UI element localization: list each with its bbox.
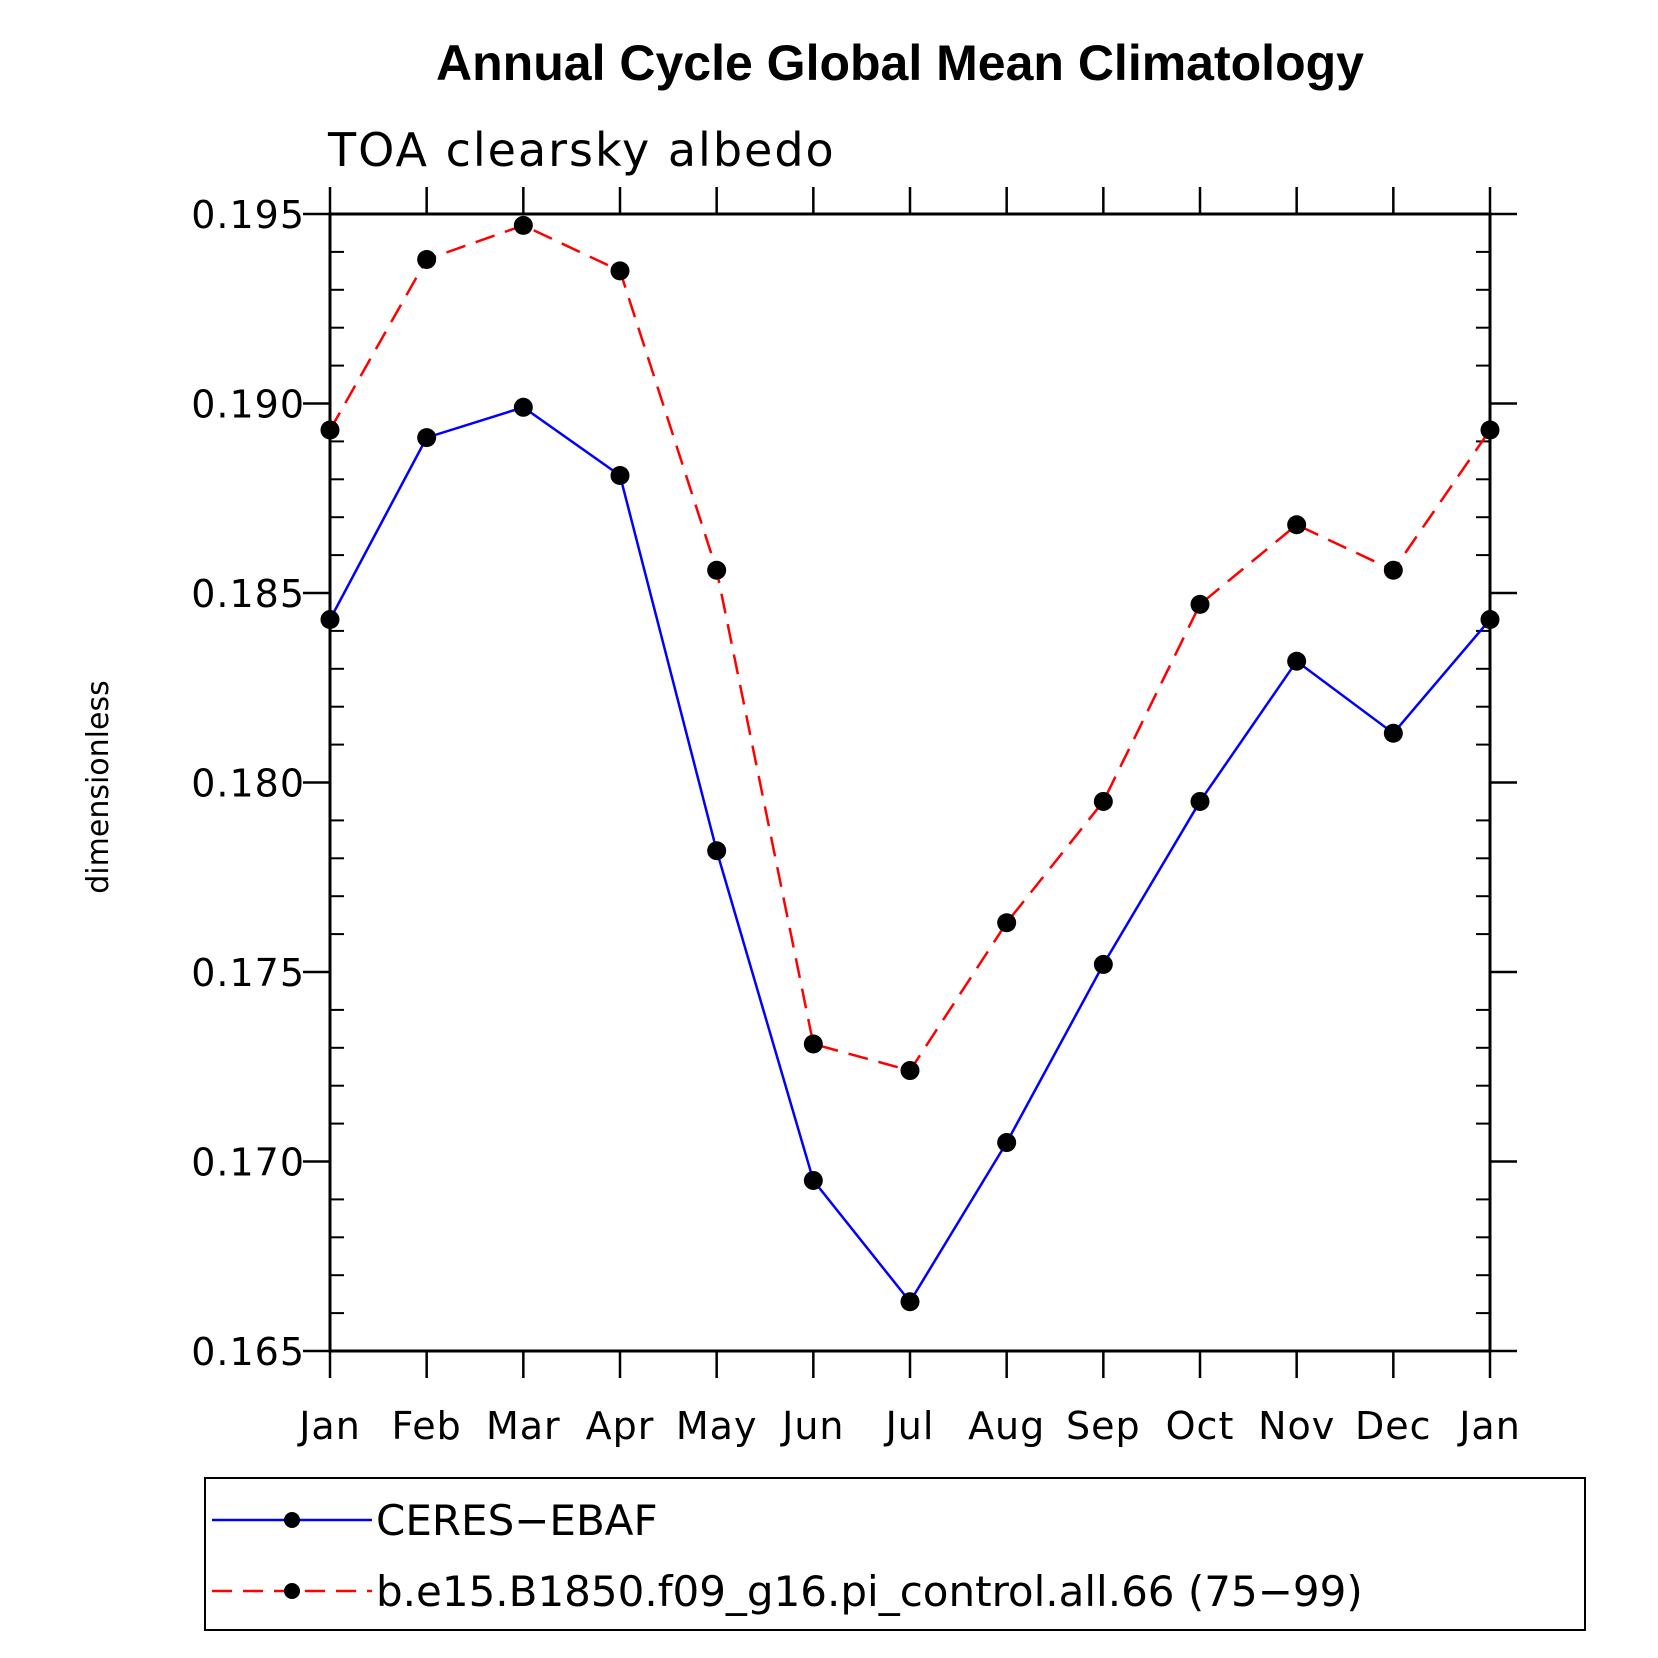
legend-box [204,1477,1586,1631]
series-1-point [707,560,727,580]
legend-label-0: CERES−EBAF [376,1496,658,1545]
x-tick-label: Jan [297,1404,361,1448]
y-tick-label: 0.185 [191,572,305,616]
series-1-point [1480,420,1500,440]
plot-frame [328,212,1492,1353]
y-tick-label: 0.195 [191,193,305,237]
series-1-point [513,215,533,235]
series-1-point [997,913,1017,933]
series-0-point [900,1292,920,1312]
y-tick-label: 0.170 [191,1141,305,1185]
series-1-point [1383,560,1403,580]
x-tick-label: Sep [1066,1404,1141,1448]
x-tick-label: Dec [1355,1404,1432,1448]
series-0-point [417,428,437,448]
series-0-point [1383,723,1403,743]
x-tick-label: Mar [486,1404,561,1448]
series-line-0 [328,405,1491,1304]
series-1-point [417,249,437,269]
chart-title: Annual Cycle Global Mean Climatology [436,35,1364,91]
x-tick-label: May [676,1404,758,1448]
y-tick-label: 0.175 [191,951,305,995]
axes: Jan Feb Mar Apr May Jun Jul Aug Sep Oct Nov Dec Jan 0… [191,187,1521,1448]
series-0-point [997,1133,1017,1153]
y-tick-label: 0.180 [191,762,305,806]
series-1-point [320,420,340,440]
series-0-point [803,1170,823,1190]
chart-subtitle: TOA clearsky albedo [327,123,836,177]
series-0-point [1480,610,1500,630]
series-0-point [1287,651,1307,671]
x-tick-label: Jul [884,1404,935,1448]
series-0-point [320,610,340,630]
series-1-point [610,261,630,281]
series-1-point [1287,515,1307,535]
x-tick-label: Apr [586,1404,655,1448]
series-0-point [513,397,533,417]
series-0-point [1190,791,1210,811]
y-tick-label: 0.190 [191,383,305,427]
legend: CERES−EBAF b.e15.B1850.f09_g16.pi_control… [204,1477,1586,1631]
x-tick-label: Jan [1457,1404,1521,1448]
x-tick-label: Nov [1258,1404,1335,1448]
series-0-point [707,841,727,861]
legend-label-1: b.e15.B1850.f09_g16.pi_control.all.66 (7… [376,1567,1363,1616]
series-0-point [1093,954,1113,974]
y-tick-label: 0.165 [191,1330,305,1374]
series-1-point [803,1034,823,1054]
legend-marker-1 [284,1583,300,1599]
series-1-point [1190,594,1210,614]
legend-marker-0 [284,1512,300,1528]
y-axis-label: dimensionless [81,680,116,893]
x-tick-label: Feb [392,1404,462,1448]
x-tick-label: Oct [1166,1404,1235,1448]
series-1-point [1093,791,1113,811]
x-tick-label: Jun [780,1404,844,1448]
series-line-1 [328,224,1492,1072]
series-1-point [900,1061,920,1081]
series-0-point [610,466,630,486]
plot-series [320,215,1500,1312]
x-tick-label: Aug [968,1404,1045,1448]
